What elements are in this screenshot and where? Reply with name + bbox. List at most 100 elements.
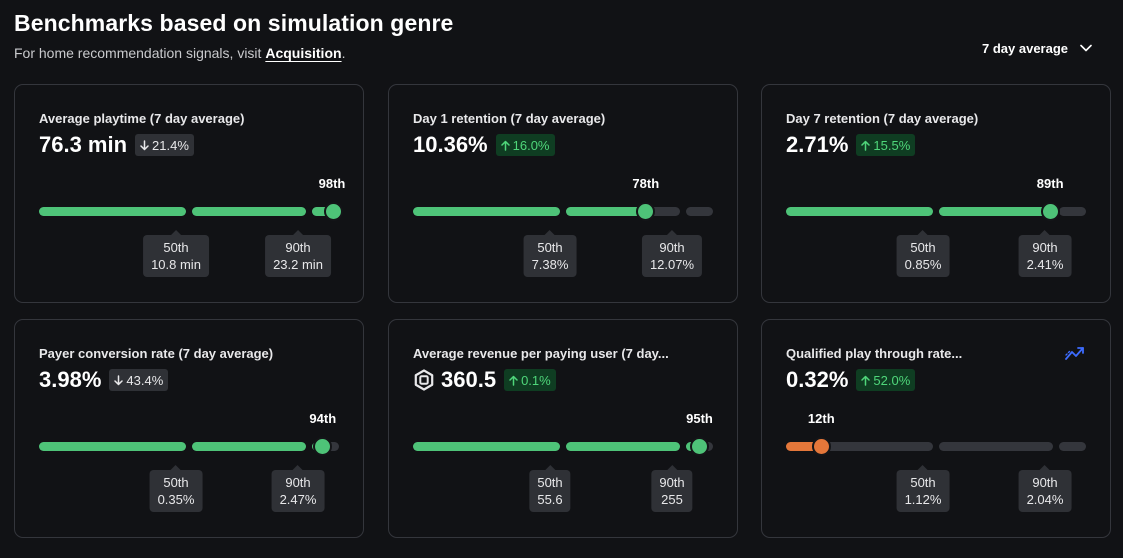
card-title: Day 1 retention (7 day average)	[413, 111, 606, 126]
metric-value: 360.5	[441, 367, 497, 392]
p90-value: 2.04%	[1026, 492, 1064, 507]
p50-value: 1.12%	[904, 492, 942, 507]
p50-label: 50th	[163, 240, 189, 255]
benchmark-card: Day 1 retention (7 day average) 10.36% 16.…	[388, 84, 738, 303]
segment-above-90th	[1059, 207, 1086, 216]
acquisition-link[interactable]: Acquisition	[265, 45, 342, 61]
segment-50th-90th-filled	[566, 207, 646, 216]
segment-above-90th-filled	[312, 207, 334, 216]
segment-below-50th	[413, 207, 560, 216]
p50-benchmark-tooltip: 50th 0.35%	[149, 465, 203, 512]
card-title: Payer conversion rate (7 day average)	[39, 346, 274, 361]
page-subtitle: For home recommendation signals, visit A…	[14, 45, 345, 61]
change-value: 16.0%	[512, 137, 550, 153]
arrow-down-icon	[114, 374, 124, 385]
value-row: 76.3 min 21.4%	[39, 132, 194, 158]
segment-50th-90th	[192, 442, 306, 451]
p50-value: 55.6	[537, 492, 563, 507]
value-row: 2.71% 15.5%	[786, 132, 916, 158]
percentile-marker	[811, 437, 831, 456]
period-dropdown[interactable]: 7 day average	[974, 36, 1100, 60]
percentile-marker	[636, 202, 656, 221]
card-title: Average revenue per paying user (7 day..…	[413, 346, 669, 361]
arrow-up-icon	[861, 375, 871, 386]
p90-label: 90th	[285, 240, 311, 255]
p90-value: 2.41%	[1026, 257, 1064, 272]
percentile-track: 12th	[786, 411, 1086, 456]
segment-below-50th-filled	[786, 442, 822, 451]
card-title: Day 7 retention (7 day average)	[786, 111, 979, 126]
p50-benchmark-tooltip: 50th 7.38%	[523, 230, 577, 277]
p50-benchmark-tooltip: 50th 0.85%	[896, 230, 950, 277]
percentile-label: 98th	[318, 176, 346, 191]
change-badge: 16.0%	[495, 134, 555, 156]
percentile-track: 94th	[39, 411, 339, 456]
segment-50th-90th-filled	[939, 207, 1051, 216]
p90-label: 90th	[659, 240, 685, 255]
arrow-up-icon	[500, 140, 510, 151]
segment-below-50th	[39, 442, 186, 451]
change-value: 21.4%	[152, 137, 189, 153]
page-title: Benchmarks based on simulation genre	[14, 10, 454, 36]
change-value: 15.5%	[873, 137, 911, 153]
segment-50th-90th	[566, 442, 680, 451]
value-row: 10.36% 16.0%	[413, 132, 555, 158]
p90-label: 90th	[1032, 240, 1058, 255]
p50-value: 10.8 min	[151, 257, 201, 272]
subtitle-suffix: .	[341, 45, 346, 61]
p50-benchmark-tooltip: 50th 1.12%	[896, 465, 950, 512]
p90-benchmark-tooltip: 90th 12.07%	[641, 230, 703, 277]
value-row: 0.32% 52.0%	[786, 367, 916, 393]
p90-label: 90th	[1032, 475, 1058, 490]
p90-value: 255	[661, 492, 683, 507]
p50-label: 50th	[910, 475, 936, 490]
percentile-marker	[690, 437, 709, 456]
benchmark-card: Qualified play through rate... 0.32% 52.0%…	[761, 319, 1111, 538]
p90-benchmark-tooltip: 90th 2.41%	[1018, 230, 1072, 277]
subtitle-text: For home recommendation signals, visit	[14, 45, 266, 61]
p90-benchmark-tooltip: 90th 2.04%	[1018, 465, 1072, 512]
benchmark-card: Payer conversion rate (7 day average) 3.9…	[14, 319, 364, 538]
robux-icon	[414, 369, 434, 391]
chevron-down-icon	[1080, 44, 1092, 52]
p50-value: 0.85%	[904, 257, 942, 272]
p50-label: 50th	[910, 240, 936, 255]
p90-label: 90th	[659, 475, 685, 490]
percentile-label: 89th	[1036, 176, 1064, 191]
change-value: 43.4%	[126, 372, 164, 388]
change-value: 0.1%	[521, 372, 551, 388]
p50-label: 50th	[163, 475, 189, 490]
percentile-label: 12th	[807, 411, 835, 426]
percentile-label: 94th	[309, 411, 337, 426]
p90-value: 23.2 min	[273, 257, 323, 272]
percentile-track: 89th	[786, 176, 1086, 221]
p90-label: 90th	[285, 475, 311, 490]
change-badge: 0.1%	[504, 369, 556, 391]
card-title: Average playtime (7 day average)	[39, 111, 245, 126]
segment-above-90th	[686, 207, 713, 216]
segment-below-50th-empty	[821, 442, 933, 451]
value-row: 3.98% 43.4%	[39, 367, 169, 393]
trend-chart-icon[interactable]	[1065, 345, 1085, 361]
percentile-track: 78th	[413, 176, 713, 221]
metric-value: 10.36%	[413, 132, 488, 157]
benchmark-card: Average revenue per paying user (7 day..…	[388, 319, 738, 538]
p90-value: 2.47%	[279, 492, 317, 507]
percentile-marker	[324, 202, 344, 221]
segment-below-50th	[39, 207, 186, 216]
p50-value: 0.35%	[157, 492, 195, 507]
metric-value: 0.32%	[786, 367, 849, 392]
p50-label: 50th	[537, 240, 563, 255]
metric-value: 2.71%	[786, 132, 849, 157]
p90-benchmark-tooltip: 90th 2.47%	[271, 465, 325, 512]
percentile-track: 98th	[39, 176, 345, 221]
arrow-up-icon	[861, 140, 871, 151]
change-badge: 15.5%	[856, 134, 916, 156]
change-badge: 21.4%	[135, 134, 194, 156]
change-badge: 52.0%	[856, 369, 916, 391]
segment-below-50th	[786, 207, 933, 216]
segment-50th-90th	[192, 207, 306, 216]
p90-value: 12.07%	[649, 257, 695, 272]
change-value: 52.0%	[873, 372, 911, 388]
